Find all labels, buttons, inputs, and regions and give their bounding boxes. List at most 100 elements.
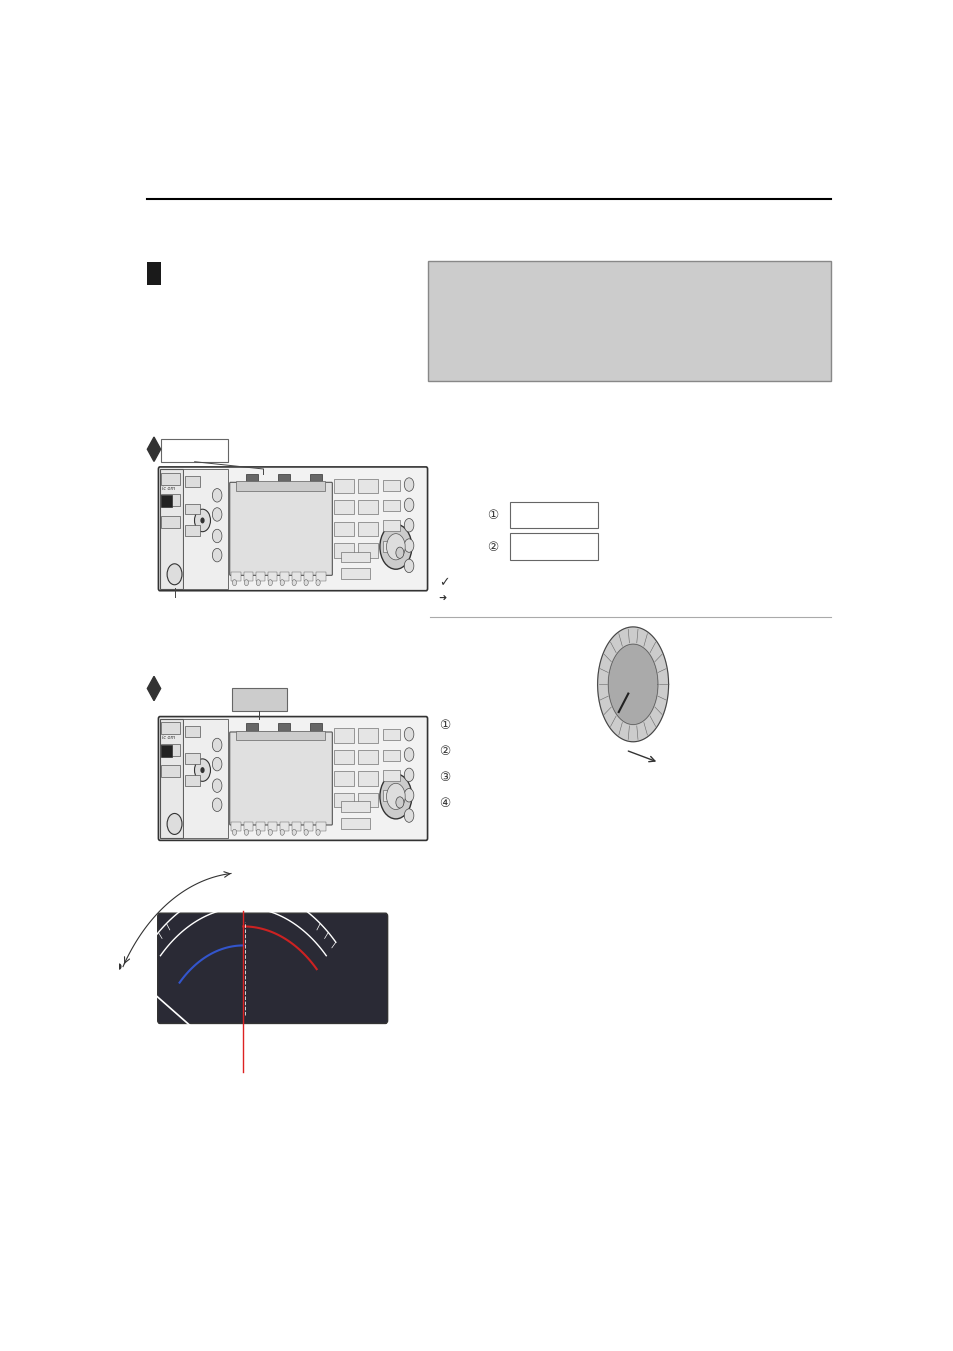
Bar: [147, 262, 160, 285]
Bar: [383, 480, 399, 490]
Circle shape: [395, 547, 403, 558]
Circle shape: [213, 738, 222, 751]
Circle shape: [233, 830, 236, 835]
Bar: [280, 571, 289, 581]
Bar: [185, 754, 199, 765]
Bar: [509, 534, 598, 559]
Bar: [255, 571, 265, 581]
Bar: [383, 750, 399, 761]
Bar: [428, 261, 830, 381]
Polygon shape: [147, 677, 160, 701]
Bar: [341, 551, 370, 562]
Bar: [383, 730, 399, 740]
Bar: [383, 770, 399, 781]
Circle shape: [200, 767, 204, 773]
Text: ic om: ic om: [161, 485, 174, 490]
Text: ①: ①: [487, 509, 498, 523]
Bar: [245, 474, 257, 481]
Polygon shape: [608, 644, 658, 724]
Text: ✓: ✓: [438, 576, 449, 589]
Bar: [232, 821, 240, 831]
Circle shape: [268, 580, 273, 585]
Bar: [334, 750, 354, 765]
Circle shape: [117, 963, 121, 970]
Bar: [277, 474, 290, 481]
Text: ④: ④: [438, 797, 450, 811]
Text: ②: ②: [487, 540, 498, 554]
Polygon shape: [597, 627, 668, 742]
Bar: [255, 821, 265, 831]
Bar: [182, 719, 228, 838]
Circle shape: [404, 519, 414, 532]
Circle shape: [194, 509, 211, 532]
Bar: [185, 775, 199, 786]
Text: ➜: ➜: [438, 594, 446, 604]
Circle shape: [194, 759, 211, 781]
Circle shape: [404, 727, 414, 740]
Circle shape: [233, 580, 236, 585]
Bar: [341, 569, 370, 580]
Circle shape: [404, 769, 414, 782]
Bar: [160, 469, 182, 589]
Bar: [292, 571, 301, 581]
Bar: [341, 801, 370, 812]
Circle shape: [213, 530, 222, 543]
FancyBboxPatch shape: [158, 467, 427, 590]
FancyBboxPatch shape: [158, 716, 427, 840]
Circle shape: [213, 758, 222, 771]
Bar: [245, 723, 257, 731]
Bar: [383, 790, 399, 801]
Bar: [161, 496, 172, 507]
Bar: [160, 719, 182, 838]
Circle shape: [256, 580, 260, 585]
Bar: [185, 504, 199, 515]
Text: ①: ①: [438, 720, 450, 732]
Bar: [383, 500, 399, 511]
Bar: [334, 793, 354, 807]
Circle shape: [386, 784, 405, 809]
Circle shape: [404, 539, 414, 553]
Circle shape: [386, 534, 405, 559]
Bar: [292, 821, 301, 831]
Bar: [316, 571, 325, 581]
Bar: [243, 821, 253, 831]
Circle shape: [167, 813, 182, 835]
Bar: [182, 469, 228, 589]
Bar: [235, 481, 324, 490]
Bar: [161, 516, 180, 528]
Bar: [161, 744, 172, 757]
Bar: [232, 689, 287, 712]
Bar: [334, 771, 354, 786]
Circle shape: [292, 580, 296, 585]
Circle shape: [167, 563, 182, 585]
Bar: [161, 723, 180, 734]
Circle shape: [304, 830, 308, 835]
Circle shape: [213, 780, 222, 793]
Bar: [235, 731, 324, 740]
Text: ②: ②: [438, 746, 450, 758]
Bar: [268, 821, 276, 831]
FancyBboxPatch shape: [230, 732, 332, 825]
FancyBboxPatch shape: [157, 913, 387, 1024]
Bar: [161, 494, 180, 507]
Bar: [185, 725, 199, 736]
Circle shape: [404, 559, 414, 573]
Circle shape: [395, 797, 403, 808]
Bar: [509, 503, 598, 528]
Bar: [383, 520, 399, 531]
Circle shape: [404, 748, 414, 762]
Circle shape: [379, 774, 412, 819]
Bar: [334, 543, 354, 558]
Text: ③: ③: [438, 771, 450, 785]
Circle shape: [304, 580, 308, 585]
Bar: [334, 728, 354, 743]
Bar: [358, 771, 377, 786]
Circle shape: [213, 489, 222, 503]
Bar: [334, 500, 354, 515]
Bar: [280, 821, 289, 831]
Circle shape: [315, 830, 320, 835]
Circle shape: [404, 809, 414, 823]
Bar: [358, 521, 377, 536]
Bar: [358, 750, 377, 765]
Circle shape: [213, 549, 222, 562]
